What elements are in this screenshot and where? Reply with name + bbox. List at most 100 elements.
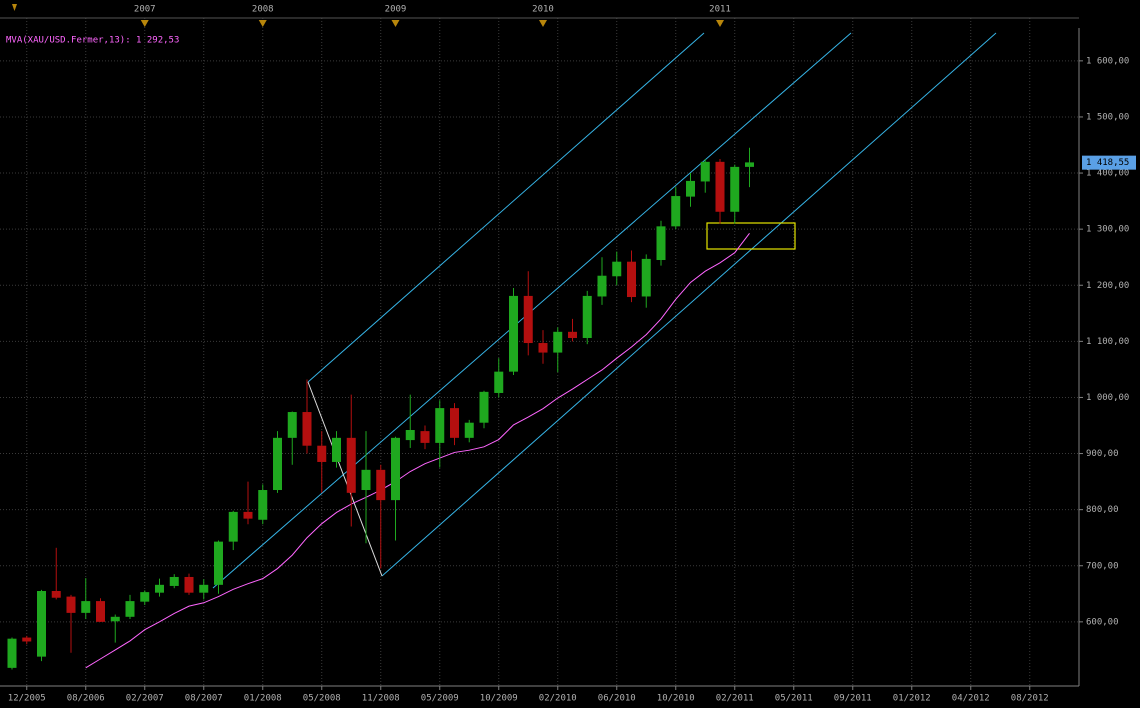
x-tick-label: 01/2012 — [893, 694, 931, 704]
y-tick-label: 900,00 — [1086, 449, 1119, 459]
x-tick-label: 06/2010 — [598, 694, 636, 704]
candle-body — [332, 437, 341, 462]
candle-body — [7, 638, 17, 668]
x-tick-label: 05/2011 — [775, 694, 813, 704]
x-tick-label: 10/2009 — [480, 694, 518, 704]
x-tick-label: 04/2012 — [952, 694, 990, 704]
grid — [0, 18, 1079, 686]
channel-line — [307, 32, 705, 383]
candle-body — [184, 576, 194, 593]
y-tick-label: 1 300,00 — [1086, 225, 1129, 235]
x-tick-label: 01/2008 — [244, 694, 282, 704]
candle-body — [420, 431, 430, 443]
candle-body — [22, 637, 32, 642]
year-label: 2008 — [252, 5, 274, 15]
year-marker — [258, 20, 267, 27]
y-tick-label: 1 100,00 — [1086, 337, 1129, 347]
x-tick-label: 12/2005 — [8, 694, 46, 704]
x-tick-label: 02/2007 — [126, 694, 164, 704]
candle-body — [258, 490, 268, 520]
x-tick-label: 11/2008 — [362, 694, 400, 704]
x-tick-label: 09/2011 — [834, 694, 872, 704]
y-tick-label: 600,00 — [1086, 617, 1119, 627]
candle-body — [479, 391, 489, 423]
channel-line — [381, 32, 997, 577]
candle-body — [51, 590, 61, 598]
candle-body — [96, 601, 105, 622]
x-tick-label: 02/2011 — [716, 694, 754, 704]
marker — [12, 4, 17, 11]
trend-line — [307, 381, 383, 577]
year-label: 2011 — [709, 5, 731, 15]
candle-body — [494, 371, 504, 393]
candle-body — [125, 601, 135, 617]
candle-body — [450, 408, 459, 438]
price-tag-label: 1 418,55 — [1086, 158, 1129, 168]
x-tick-label: 05/2009 — [421, 694, 459, 704]
year-marker — [140, 20, 149, 27]
candle-body — [509, 295, 518, 372]
candle-body — [287, 412, 297, 438]
moving-average-line — [85, 233, 750, 669]
candle-body — [435, 408, 445, 443]
highlight-box — [706, 222, 796, 250]
y-tick-label: 1 400,00 — [1086, 169, 1129, 179]
x-tick-label: 02/2010 — [539, 694, 577, 704]
candle-body — [627, 261, 636, 298]
candle-body — [641, 258, 651, 297]
candle-body — [612, 261, 622, 277]
candle-body — [110, 616, 120, 622]
candle-body — [715, 161, 725, 212]
candle-body — [243, 511, 253, 519]
x-tick-label: 10/2010 — [657, 694, 695, 704]
candle-body — [745, 162, 754, 167]
candle-body — [597, 275, 607, 297]
y-tick-label: 800,00 — [1086, 505, 1119, 515]
x-tick-label: 08/2012 — [1011, 694, 1049, 704]
candle-body — [523, 295, 533, 344]
year-marker — [539, 20, 547, 27]
candle-body — [538, 343, 548, 353]
price-tag — [1082, 155, 1136, 170]
y-tick-label: 1 500,00 — [1086, 112, 1129, 122]
candle-body — [730, 166, 740, 212]
candle-body — [376, 469, 386, 501]
year-label: 2010 — [532, 5, 554, 15]
candle-body — [700, 161, 710, 182]
y-tick-label: 1 200,00 — [1086, 281, 1129, 291]
candle-body — [553, 331, 563, 353]
candle-body — [155, 584, 164, 593]
x-tick-label: 08/2006 — [67, 694, 105, 704]
candle-body — [317, 445, 327, 462]
candle-body — [169, 576, 179, 586]
plot — [7, 147, 754, 670]
year-marker — [391, 20, 400, 27]
x-tick-label: 05/2008 — [303, 694, 341, 704]
candle-body — [214, 541, 223, 585]
candle-body — [464, 422, 474, 438]
candle-body — [686, 180, 695, 197]
candle-body — [199, 584, 209, 593]
candle-body — [37, 590, 46, 657]
candle-body — [582, 295, 592, 338]
candle-body — [346, 437, 356, 493]
year-marker — [716, 20, 724, 27]
candle-body — [302, 412, 312, 446]
candle-body — [228, 511, 238, 542]
candle-body — [405, 429, 415, 441]
y-tick-label: 1 600,00 — [1086, 56, 1129, 66]
candle-body — [671, 196, 681, 227]
candle-body — [140, 592, 150, 602]
y-tick-label: 700,00 — [1086, 561, 1119, 571]
year-label: 2007 — [134, 5, 156, 15]
x-tick-label: 08/2007 — [185, 694, 223, 704]
year-label: 2009 — [385, 5, 407, 15]
candle-body — [656, 226, 666, 261]
candle-body — [361, 469, 371, 491]
candle-body — [273, 437, 282, 491]
indicator-label: MVA(XAU/USD.Fermer,13): 1 292,53 — [6, 36, 179, 46]
candle-body — [81, 601, 91, 613]
